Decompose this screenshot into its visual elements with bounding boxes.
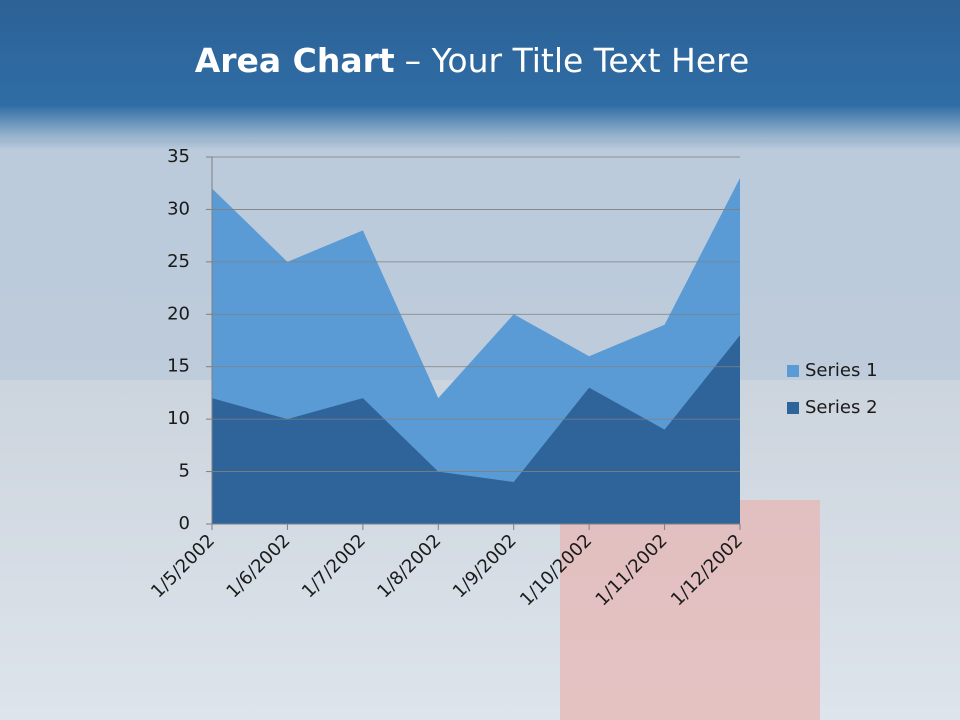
y-tick-label: 15	[167, 356, 190, 377]
y-tick-label: 25	[167, 251, 190, 272]
header-band	[0, 0, 960, 150]
backdrop	[0, 140, 960, 380]
slide-title: Area Chart – Your Title Text Here	[195, 41, 750, 80]
legend-swatch	[787, 365, 799, 377]
title-bold: Area Chart	[195, 41, 395, 80]
y-tick-label: 10	[167, 408, 190, 429]
y-tick-label: 20	[167, 303, 190, 324]
legend-label: Series 1	[805, 360, 878, 381]
backdrop-figure	[560, 500, 820, 720]
y-tick-label: 35	[167, 146, 190, 167]
title-rest: – Your Title Text Here	[405, 41, 750, 80]
legend-label: Series 2	[805, 397, 878, 418]
area	[212, 335, 740, 524]
y-tick-label: 5	[179, 461, 190, 482]
y-tick-label: 30	[167, 198, 190, 219]
y-tick-label: 0	[179, 513, 190, 534]
legend-swatch	[787, 402, 799, 414]
